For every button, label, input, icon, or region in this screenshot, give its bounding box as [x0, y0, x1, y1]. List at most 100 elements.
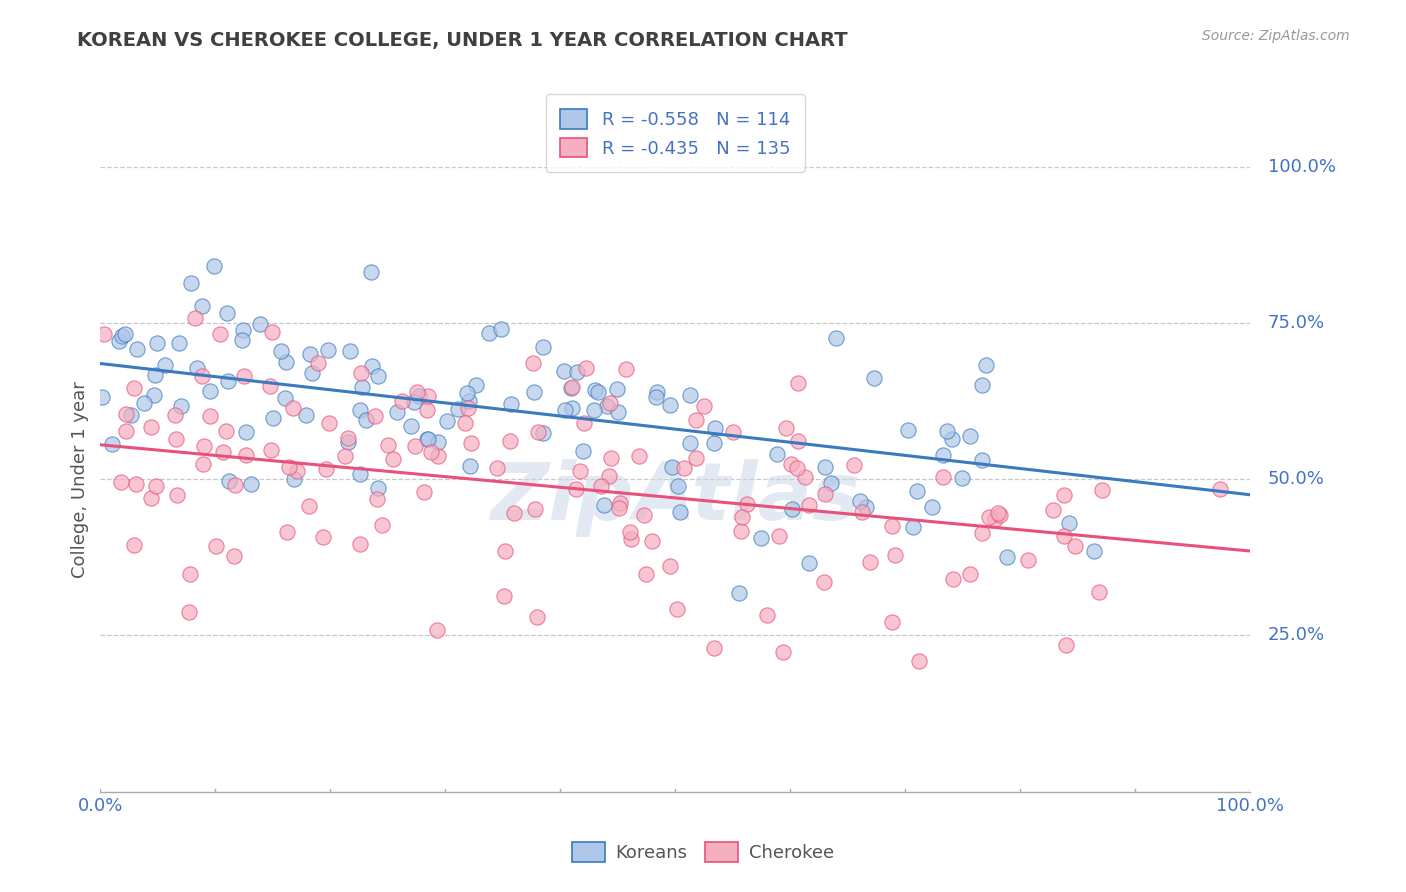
- Point: [367, 369, 389, 384]
- Point: [1053, 529, 1076, 543]
- Point: [166, 488, 188, 502]
- Point: [235, 448, 257, 462]
- Point: [416, 432, 439, 446]
- Point: [413, 485, 436, 500]
- Point: [259, 379, 281, 393]
- Point: [645, 385, 668, 400]
- Point: [460, 436, 482, 450]
- Point: [780, 502, 803, 516]
- Point: [458, 394, 481, 409]
- Point: [970, 378, 993, 392]
- Point: [560, 381, 582, 395]
- Point: [797, 556, 820, 570]
- Point: [1042, 502, 1064, 516]
- Point: [146, 336, 169, 351]
- Point: [1054, 638, 1077, 652]
- Point: [170, 399, 193, 413]
- Text: 75.0%: 75.0%: [1268, 314, 1324, 332]
- Point: [936, 424, 959, 438]
- Point: [283, 401, 305, 415]
- Point: [633, 508, 655, 522]
- Point: [970, 525, 993, 540]
- Point: [143, 368, 166, 383]
- Point: [786, 434, 808, 449]
- Point: [270, 343, 292, 358]
- Point: [619, 524, 641, 539]
- Point: [335, 449, 357, 463]
- Point: [561, 380, 583, 394]
- Point: [426, 624, 449, 638]
- Point: [419, 445, 441, 459]
- Point: [202, 260, 225, 274]
- Point: [318, 416, 340, 430]
- Point: [457, 401, 479, 415]
- Point: [775, 421, 797, 435]
- Point: [165, 432, 187, 446]
- Point: [191, 368, 214, 383]
- Text: 100.0%: 100.0%: [1268, 158, 1336, 176]
- Point: [565, 365, 588, 379]
- Point: [276, 525, 298, 540]
- Point: [897, 423, 920, 437]
- Point: [458, 459, 481, 474]
- Point: [855, 500, 877, 514]
- Point: [666, 479, 689, 493]
- Point: [283, 472, 305, 486]
- Point: [120, 409, 142, 423]
- Point: [793, 469, 815, 483]
- Point: [464, 378, 486, 392]
- Point: [661, 460, 683, 475]
- Point: [349, 467, 371, 482]
- Point: [114, 407, 136, 421]
- Point: [142, 388, 165, 402]
- Point: [110, 475, 132, 490]
- Point: [184, 311, 207, 326]
- Point: [572, 416, 595, 430]
- Point: [786, 460, 808, 475]
- Point: [787, 376, 810, 390]
- Point: [907, 654, 929, 668]
- Point: [609, 496, 631, 510]
- Point: [350, 366, 373, 380]
- Point: [478, 326, 501, 340]
- Point: [755, 607, 778, 622]
- Point: [336, 431, 359, 445]
- Point: [186, 360, 208, 375]
- Point: [499, 434, 522, 449]
- Point: [606, 382, 628, 396]
- Point: [200, 384, 222, 399]
- Point: [693, 399, 716, 413]
- Point: [598, 468, 620, 483]
- Point: [364, 409, 387, 423]
- Point: [666, 602, 689, 616]
- Point: [979, 510, 1001, 524]
- Point: [491, 322, 513, 336]
- Point: [932, 470, 955, 484]
- Point: [316, 343, 339, 357]
- Point: [145, 479, 167, 493]
- Point: [679, 388, 702, 402]
- Point: [312, 530, 335, 544]
- Point: [627, 450, 650, 464]
- Point: [703, 641, 725, 656]
- Point: [679, 435, 702, 450]
- Point: [285, 464, 308, 478]
- Point: [492, 589, 515, 603]
- Point: [523, 384, 546, 399]
- Point: [274, 391, 297, 405]
- Point: [122, 538, 145, 552]
- Text: Source: ZipAtlas.com: Source: ZipAtlas.com: [1202, 29, 1350, 43]
- Text: 50.0%: 50.0%: [1268, 470, 1324, 488]
- Point: [502, 506, 524, 520]
- Point: [190, 299, 212, 313]
- Point: [111, 329, 134, 343]
- Point: [959, 567, 981, 582]
- Point: [669, 505, 692, 519]
- Point: [426, 435, 449, 450]
- Point: [863, 371, 886, 385]
- Point: [599, 395, 621, 409]
- Point: [988, 508, 1011, 522]
- Point: [813, 487, 835, 501]
- Point: [427, 450, 450, 464]
- Point: [239, 477, 262, 491]
